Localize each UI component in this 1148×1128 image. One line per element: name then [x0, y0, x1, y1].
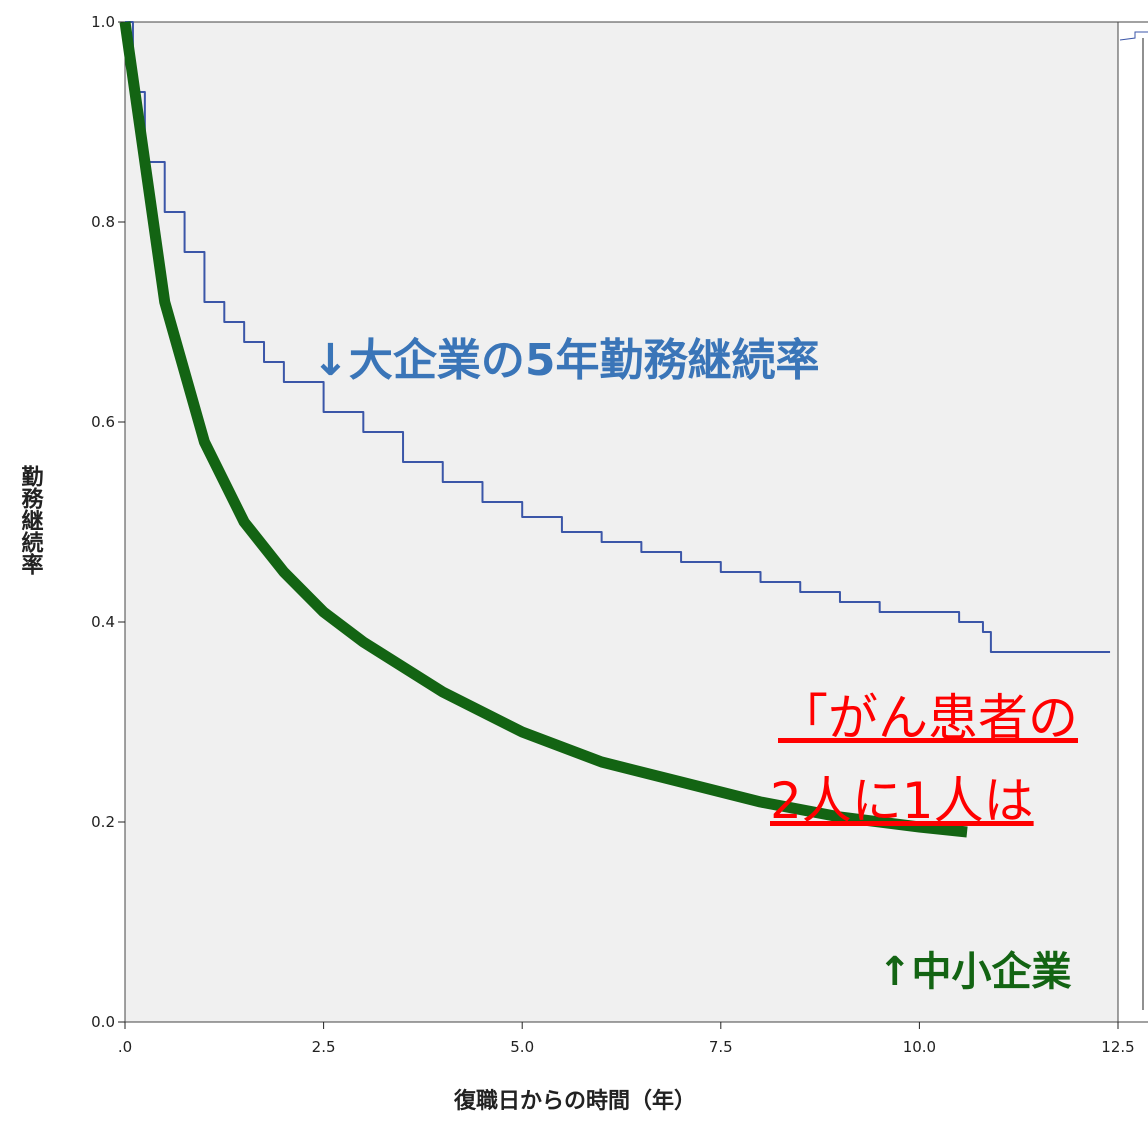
- plot-area: [124, 21, 1119, 1023]
- x-tick-label: .0: [118, 1038, 132, 1056]
- y-tick-label: 0.6: [91, 413, 115, 431]
- annotation: 2人に1人は: [770, 772, 1034, 830]
- x-tick-label: 7.5: [709, 1038, 733, 1056]
- series-line: [125, 21, 1111, 653]
- x-tick-label: 2.5: [312, 1038, 336, 1056]
- y-axis-label: 勤務継続率: [18, 464, 44, 575]
- y-tick-label: 1.0: [91, 13, 115, 31]
- y-tick-label: 0.8: [91, 213, 115, 231]
- series-line: [119, 21, 968, 838]
- annotation: ↓大企業の5年勤務継続率: [312, 335, 819, 386]
- annotation: ↑中小企業: [878, 949, 1072, 995]
- x-axis-label: 復職日からの時間（年）: [453, 1088, 696, 1114]
- annotation: 「がん患者の: [778, 689, 1078, 747]
- x-tick-label: 12.5: [1101, 1038, 1134, 1056]
- next-panel-line: [1119, 31, 1148, 41]
- x-tick-label: 5.0: [510, 1038, 534, 1056]
- y-tick-label: 0.0: [91, 1013, 115, 1031]
- y-tick-label: 0.2: [91, 813, 115, 831]
- y-tick-label: 0.4: [91, 613, 115, 631]
- x-tick-label: 10.0: [903, 1038, 936, 1056]
